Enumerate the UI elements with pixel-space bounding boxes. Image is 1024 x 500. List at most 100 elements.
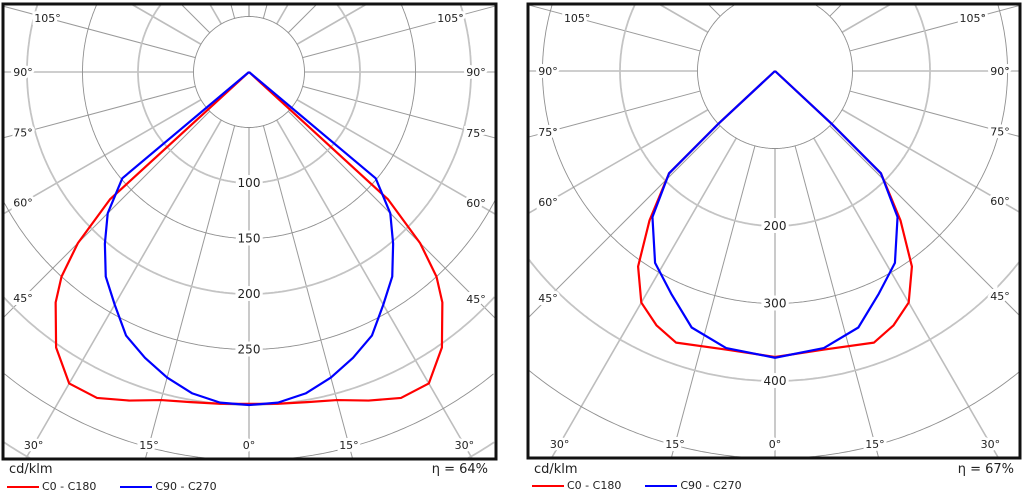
radial-gridline <box>550 137 737 459</box>
angle-label: 15° <box>665 438 685 451</box>
angle-label: 60° <box>538 196 558 209</box>
radial-gridline <box>24 119 222 460</box>
angle-label: 30° <box>24 439 44 452</box>
radial-tick-label: 150 <box>238 232 261 246</box>
series-c90-c270 <box>103 71 395 407</box>
unit-label-left: cd/klm <box>9 462 53 477</box>
radial-tick-label: 400 <box>764 374 787 388</box>
legend-label: C90 - C270 <box>155 480 217 493</box>
angle-label: 105° <box>437 12 464 25</box>
chart-frame <box>1 2 498 461</box>
legend-item-c0-c180: C0 - C180 <box>7 480 96 493</box>
angle-label: 105° <box>960 12 987 25</box>
radial-tick-label: 200 <box>764 219 787 233</box>
ring-gridline <box>193 16 305 128</box>
legend-item-c90-c270: C90 - C270 <box>120 480 217 493</box>
legend-label: C0 - C180 <box>567 479 622 492</box>
ring-gridline <box>3 199 496 350</box>
radial-gridline <box>287 3 318 34</box>
angle-label: 90° <box>538 65 558 78</box>
radial-gridline <box>130 3 202 45</box>
ring-gridline <box>82 4 416 239</box>
angle-label: 75° <box>466 127 486 140</box>
angle-label: 90° <box>990 65 1010 78</box>
radial-gridline <box>829 3 843 17</box>
radial-gridline <box>296 3 368 45</box>
radial-gridline <box>262 3 268 19</box>
radial-gridline <box>296 99 497 216</box>
radial-gridline <box>527 125 721 319</box>
legend-item-c90-c270: C90 - C270 <box>645 479 742 492</box>
polar-chart-2: 200 300 400 0° 15° 15° 30° 30° 45° 45° 60° 60° 75° 75… <box>527 3 1021 459</box>
angle-label: 90° <box>466 66 486 79</box>
radial-gridline <box>670 145 756 459</box>
legend-label: C0 - C180 <box>42 480 97 493</box>
legend-swatch-blue <box>645 484 678 487</box>
angle-label: 60° <box>466 197 486 210</box>
angle-label: 0° <box>769 438 782 451</box>
efficiency-label-left: η = 64% <box>431 462 488 477</box>
angle-label: 45° <box>13 292 33 305</box>
angle-label: 0° <box>243 439 256 452</box>
angle-label: 45° <box>538 292 558 305</box>
unit-label-right: cd/klm <box>534 462 578 477</box>
radial-gridline <box>707 3 721 17</box>
legend-right: C0 - C180 C90 - C270 <box>532 479 742 492</box>
radial-gridline <box>276 3 289 25</box>
radial-gridline <box>841 109 1021 214</box>
angle-label: 30° <box>455 439 475 452</box>
radial-gridline <box>527 109 709 215</box>
ring-gridline <box>4 373 494 460</box>
radial-gridline <box>2 5 196 59</box>
radial-gridline <box>658 3 709 33</box>
angle-label: 60° <box>13 196 33 209</box>
angle-label: 75° <box>538 126 558 139</box>
radial-gridline <box>2 110 211 319</box>
radial-gridline <box>287 110 497 320</box>
legend-left: C0 - C180 C90 - C270 <box>7 480 217 493</box>
radial-gridline <box>262 125 354 460</box>
legend-swatch-red <box>7 485 39 488</box>
radial-gridline <box>527 90 701 138</box>
radial-gridline <box>841 3 892 33</box>
radial-tick-label: 250 <box>238 343 261 357</box>
radial-tick-label: 100 <box>238 176 261 190</box>
angle-label: 30° <box>550 438 570 451</box>
radial-tick-label: 300 <box>764 297 787 311</box>
radial-gridline <box>144 125 236 460</box>
polar-chart-1: 100 150 200 250 0° 15° 15° 30° 30° 45° 45° 60° 60° 75… <box>2 3 497 460</box>
angle-label: 90° <box>13 66 33 79</box>
radial-gridline <box>813 137 1000 459</box>
ring-gridline <box>3 441 495 460</box>
angle-label: 105° <box>34 12 61 25</box>
series-c90-c270 <box>651 70 899 359</box>
radial-gridline <box>829 125 1021 317</box>
ring-gridline <box>542 4 1008 304</box>
ring-gridline <box>697 3 853 149</box>
angle-label: 105° <box>564 12 591 25</box>
angle-label: 75° <box>990 125 1010 138</box>
ring-gridline <box>137 3 361 184</box>
legend-item-c0-c180: C0 - C180 <box>532 479 621 492</box>
radial-gridline <box>2 99 202 215</box>
angle-label: 45° <box>466 293 486 306</box>
angle-label: 15° <box>865 438 885 451</box>
angle-label: 45° <box>990 290 1010 303</box>
radial-tick-label: 200 <box>238 287 261 301</box>
angle-label: 30° <box>981 438 1001 451</box>
ring-gridline <box>528 259 1020 382</box>
series-c0-c180 <box>54 71 444 405</box>
radial-gridline <box>180 3 211 34</box>
angle-label: 60° <box>990 195 1010 208</box>
legend-label: C90 - C270 <box>680 479 742 492</box>
radial-gridline <box>794 145 880 459</box>
legend-swatch-red <box>532 484 564 487</box>
radial-gridline <box>230 3 236 19</box>
angle-label: 15° <box>339 439 359 452</box>
efficiency-label-right: η = 67% <box>957 462 1014 477</box>
ring-gridline <box>619 3 931 227</box>
ring-gridline <box>528 369 1020 459</box>
radial-gridline <box>849 4 1021 52</box>
ring-gridline <box>26 4 472 295</box>
